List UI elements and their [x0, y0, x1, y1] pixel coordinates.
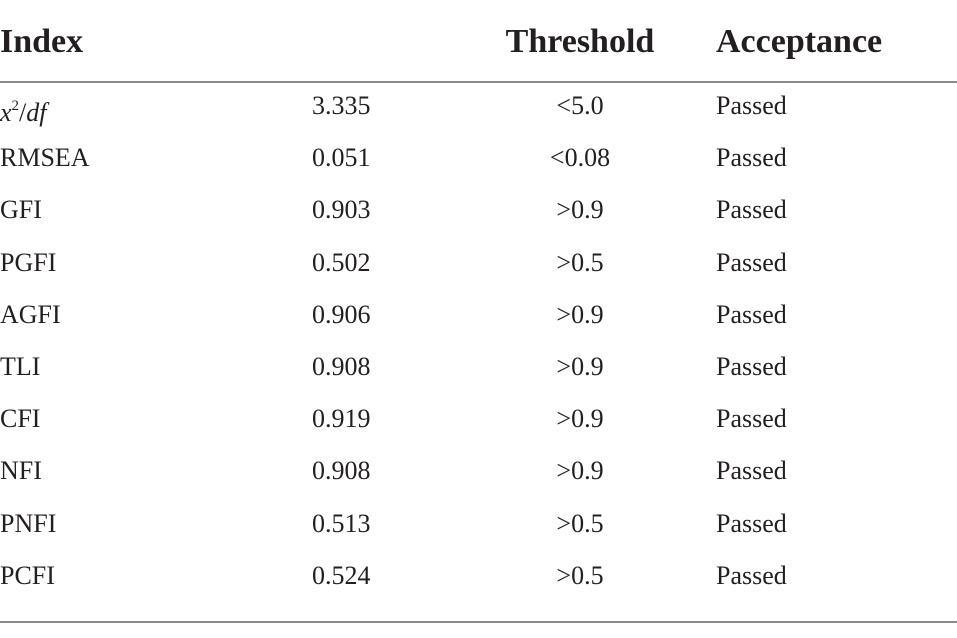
table-cell: 3.335: [312, 91, 371, 120]
table-cell: Passed: [716, 352, 787, 381]
table-cell: 0.903: [312, 195, 371, 225]
table-cell: <5.0: [556, 91, 604, 120]
table-cell: >0.9: [556, 195, 604, 225]
table-cell: NFI: [0, 456, 42, 486]
table-cell: Passed: [716, 247, 787, 277]
table-cell: >0.9: [556, 456, 604, 486]
table-cell: >0.9: [556, 404, 604, 434]
header-cell: Threshold: [505, 23, 655, 60]
table-cell: x2/df: [0, 89, 47, 127]
table-cell: >0.9: [556, 299, 604, 329]
table-cell: 0.513: [312, 508, 371, 538]
table-cell: >0.5: [556, 560, 604, 590]
table-cell: 0.524: [312, 560, 371, 590]
table-cell: Passed: [716, 299, 787, 329]
table-cell: GFI: [0, 195, 42, 225]
table-cell: Passed: [716, 508, 787, 538]
table-cell: >0.5: [556, 508, 604, 538]
bottom-rule: [0, 621, 957, 623]
table-cell: >0.5: [556, 247, 604, 277]
table-cell: <0.08: [549, 143, 611, 173]
table-cell: PNFI: [0, 508, 57, 538]
table-cell: TLI: [0, 352, 41, 381]
cell-text-segment: df: [26, 98, 47, 127]
table-cell: RMSEA: [0, 143, 90, 173]
table-cell: 0.908: [312, 456, 371, 486]
table-cell: Passed: [716, 195, 787, 225]
table-cell: Passed: [716, 404, 787, 434]
table-cell: Passed: [716, 91, 787, 120]
table-cell: 0.051: [312, 143, 371, 173]
cell-text-segment: x: [0, 98, 12, 127]
table-cell: Passed: [716, 560, 787, 590]
table-cell: 0.906: [312, 299, 371, 329]
table-cell: PGFI: [0, 247, 57, 277]
table-cell: Passed: [716, 456, 787, 486]
table-cell: AGFI: [0, 299, 61, 329]
table-cell: PCFI: [0, 560, 55, 590]
table-cell: 0.908: [312, 352, 371, 381]
table-cell: CFI: [0, 404, 41, 434]
cell-text-segment: 2: [11, 98, 20, 114]
header-rule: [0, 81, 957, 83]
table-cell: >0.9: [556, 352, 604, 381]
header-cell: Index: [0, 23, 84, 60]
cell-text-segment: /: [19, 98, 27, 127]
table-cell: 0.502: [312, 247, 371, 277]
table-cell: 0.919: [312, 404, 371, 434]
header-cell: Acceptance: [716, 23, 883, 60]
table-cell: Passed: [716, 143, 787, 173]
